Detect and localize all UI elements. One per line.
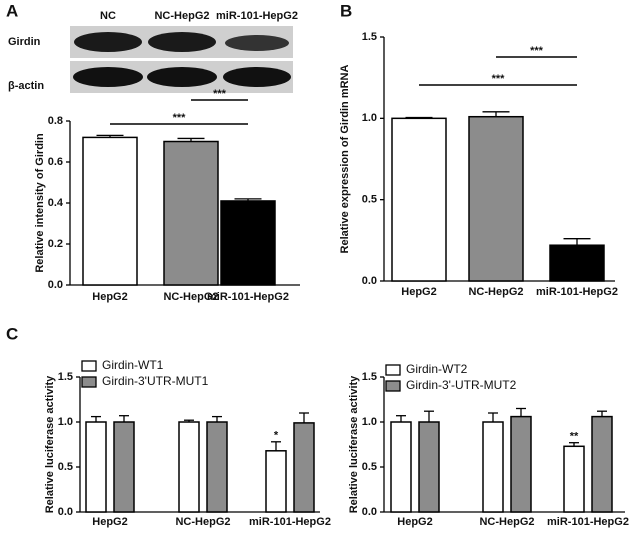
y-tick-label: 0.0 (58, 506, 73, 518)
legend-label: Girdin-3'UTR-MUT1 (102, 374, 209, 388)
bar (468, 115, 524, 282)
y-tick-label: 0.4 (48, 197, 64, 209)
y-tick-label: 0.8 (48, 115, 63, 127)
x-tick-label: NC-HepG2 (175, 516, 230, 528)
x-tick-label: miR-101-HepG2 (536, 286, 618, 298)
panel-label: A (6, 1, 18, 20)
y-tick-label: 1.5 (362, 371, 377, 383)
x-tick-label: HepG2 (397, 516, 432, 528)
bar (293, 422, 315, 513)
y-tick-label: 0.0 (362, 506, 377, 518)
panel-label: B (340, 1, 352, 20)
blot-row-label: β-actin (8, 80, 44, 92)
y-tick-label: 0.5 (362, 194, 377, 206)
blot-lane-label: NC-HepG2 (154, 10, 209, 22)
bar (178, 421, 200, 513)
western-blot (70, 26, 293, 93)
y-tick-label: 1.5 (58, 371, 73, 383)
x-tick-label: NC-HepG2 (468, 286, 523, 298)
y-tick-label: 0.0 (362, 275, 377, 287)
bar (220, 200, 276, 286)
x-tick-label: HepG2 (92, 291, 127, 303)
bar (563, 445, 585, 513)
bar (418, 421, 440, 513)
y-axis-label: Relative expression of Girdin mRNA (339, 65, 351, 254)
y-tick-label: 1.5 (362, 31, 377, 43)
bar (390, 421, 412, 513)
y-tick-label: 0.5 (362, 461, 377, 473)
y-tick-label: 1.0 (58, 416, 73, 428)
blot-lane-label: miR-101-HepG2 (216, 10, 298, 22)
blot-row-label: Girdin (8, 36, 41, 48)
significance-label: *** (213, 88, 227, 100)
bar (482, 421, 504, 513)
y-tick-label: 0.2 (48, 238, 63, 250)
bar (591, 415, 613, 513)
y-tick-label: 1.0 (362, 416, 377, 428)
y-tick-label: 1.0 (362, 112, 377, 124)
significance-label: *** (530, 45, 544, 57)
bar (391, 117, 447, 282)
x-tick-label: HepG2 (92, 516, 127, 528)
bar (510, 415, 532, 513)
bar (85, 421, 107, 513)
bar (265, 450, 287, 513)
panel-label: C (6, 324, 18, 343)
y-axis-label: Relative luciferase activity (44, 375, 56, 513)
legend-swatch (81, 360, 97, 372)
x-tick-label: miR-101-HepG2 (249, 516, 331, 528)
significance-label: * (274, 430, 279, 442)
bar (163, 140, 219, 286)
y-tick-label: 0.0 (48, 279, 63, 291)
x-tick-label: NC-HepG2 (479, 516, 534, 528)
bar (82, 136, 138, 286)
legend-label: Girdin-WT2 (406, 362, 468, 376)
significance-label: *** (173, 112, 187, 124)
significance-label: ** (570, 431, 579, 443)
legend-label: Girdin-3'-UTR-MUT2 (406, 378, 517, 392)
bar (549, 244, 605, 282)
x-tick-label: NC-HepG2 (163, 291, 218, 303)
legend-label: Girdin-WT1 (102, 358, 164, 372)
x-tick-label: miR-101-HepG2 (547, 516, 629, 528)
significance-label: *** (492, 73, 506, 85)
y-tick-label: 0.5 (58, 461, 73, 473)
y-axis-label: Relative intensity of Girdin (34, 133, 46, 273)
y-axis-label: Relative luciferase activity (348, 375, 360, 513)
x-tick-label: HepG2 (401, 286, 436, 298)
y-tick-label: 0.6 (48, 156, 63, 168)
legend-swatch (81, 376, 97, 388)
bar (113, 421, 135, 513)
legend-swatch (385, 364, 401, 376)
blot-lane-label: NC (100, 10, 116, 22)
legend-swatch (385, 380, 401, 392)
bar (206, 421, 228, 513)
x-tick-label: miR-101-HepG2 (207, 291, 289, 303)
